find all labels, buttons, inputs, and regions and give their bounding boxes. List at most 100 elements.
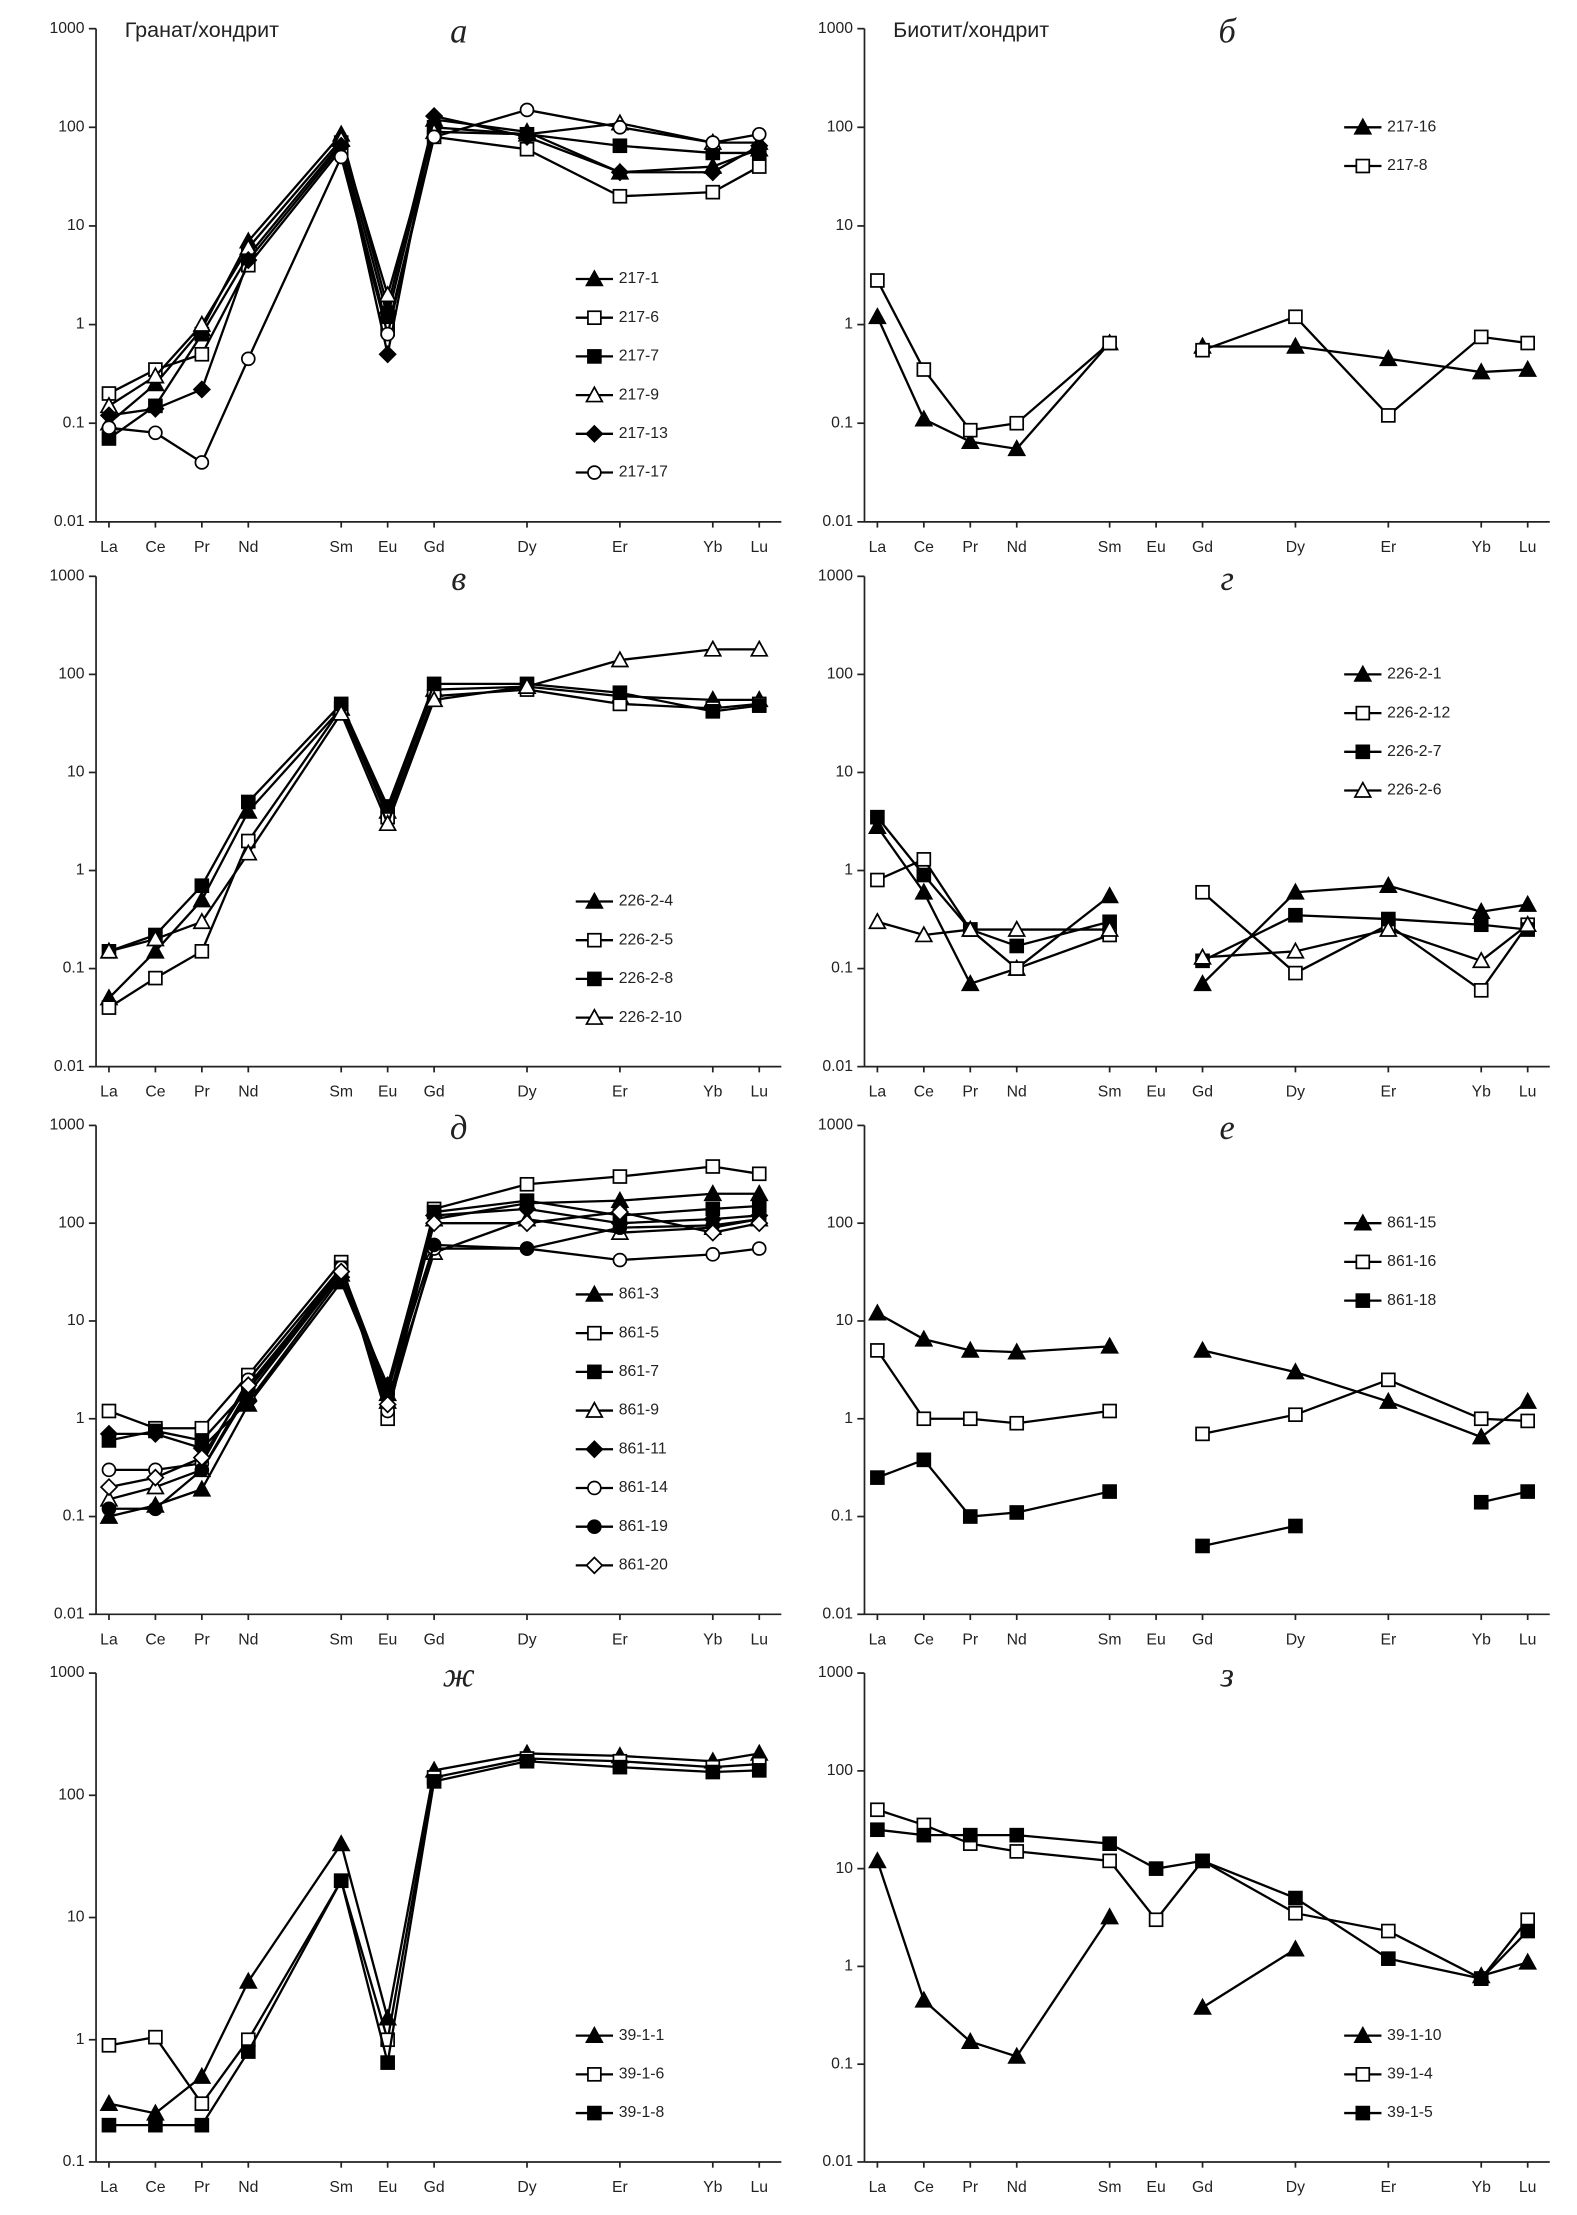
x-tick-label: Yb	[1472, 2179, 1492, 2196]
marker	[1355, 2105, 1371, 2121]
marker	[192, 314, 212, 332]
x-tick-label: Eu	[1146, 1084, 1165, 1101]
legend-label: 217-6	[619, 309, 660, 326]
panel-letter: д	[450, 1109, 467, 1147]
x-tick-label: Dy	[1286, 1084, 1305, 1101]
y-tick-label: 0.1	[63, 1508, 85, 1525]
x-tick-label: Ce	[914, 1084, 934, 1101]
marker	[1288, 1518, 1303, 1534]
y-tick-label: 1	[844, 1410, 853, 1427]
x-tick-label: Sm	[1098, 539, 1122, 556]
marker	[585, 1400, 604, 1418]
marker	[99, 2093, 119, 2111]
marker	[194, 346, 210, 362]
marker	[380, 326, 395, 342]
y-tick-label: 0.01	[822, 1058, 853, 1075]
x-tick-label: Lu	[750, 1084, 768, 1101]
marker	[192, 912, 212, 930]
x-tick-label: Nd	[238, 539, 258, 556]
x-tick-label: La	[100, 539, 118, 556]
marker	[332, 1262, 351, 1281]
marker	[426, 129, 442, 145]
marker	[1473, 329, 1489, 345]
marker	[1195, 342, 1210, 358]
x-tick-label: Ce	[145, 2179, 165, 2196]
x-tick-label: Pr	[194, 539, 210, 556]
marker	[751, 159, 767, 174]
y-tick-label: 1000	[50, 1117, 85, 1134]
x-tick-label: Sm	[1098, 1631, 1122, 1648]
x-tick-label: Pr	[194, 2179, 210, 2196]
marker	[962, 1827, 978, 1843]
marker	[148, 970, 163, 986]
marker	[612, 1252, 628, 1268]
marker	[1378, 919, 1398, 937]
marker	[1193, 947, 1212, 965]
marker	[914, 925, 934, 943]
marker	[425, 106, 444, 126]
x-tick-label: Eu	[378, 1631, 397, 1648]
legend-label: 226-2-5	[619, 931, 674, 948]
marker	[1100, 919, 1119, 937]
marker	[585, 1284, 604, 1302]
x-tick-label: Eu	[378, 1084, 397, 1101]
y-tick-label: 1	[76, 316, 85, 333]
x-tick-label: Lu	[1519, 2179, 1537, 2196]
marker	[333, 1873, 349, 1889]
marker	[870, 273, 885, 288]
marker	[1378, 349, 1398, 367]
panel-label: Гранат/хондрит	[125, 18, 279, 42]
x-tick-label: Nd	[238, 1631, 258, 1648]
x-tick-label: Dy	[1286, 539, 1305, 556]
series-line	[1480, 1490, 1528, 1504]
x-tick-label: Yb	[703, 2179, 723, 2196]
marker	[612, 1220, 628, 1235]
x-tick-label: Gd	[424, 1631, 445, 1648]
x-tick-label: Sm	[329, 539, 353, 556]
marker	[960, 2031, 980, 2049]
marker	[146, 1468, 165, 1487]
marker	[1520, 1923, 1535, 1939]
marker	[870, 1343, 885, 1358]
legend-label: 861-5	[619, 1324, 660, 1341]
marker	[1353, 2025, 1373, 2043]
marker	[424, 690, 444, 708]
y-tick-label: 0.1	[831, 2055, 853, 2072]
marker	[1195, 1853, 1210, 1869]
marker	[99, 941, 119, 959]
y-tick-label: 10	[67, 1312, 85, 1329]
legend-label: 861-18	[1387, 1292, 1436, 1309]
marker	[1473, 1494, 1489, 1510]
series-line	[876, 279, 1111, 432]
marker	[750, 136, 769, 155]
marker	[240, 794, 256, 810]
marker	[1518, 915, 1538, 933]
marker	[1195, 884, 1210, 900]
y-tick-label: 0.1	[831, 414, 853, 431]
y-tick-label: 0.1	[63, 2153, 85, 2170]
legend-label: 226-2-1	[1387, 666, 1441, 683]
x-tick-label: Nd	[1007, 1631, 1027, 1648]
x-tick-label: Er	[612, 2179, 628, 2196]
legend-label: 226-2-6	[1387, 782, 1442, 799]
y-tick-label: 1000	[818, 20, 853, 37]
series-line	[876, 1860, 1111, 2058]
marker	[1009, 1505, 1025, 1520]
y-tick-label: 1000	[50, 568, 85, 585]
legend-label: 217-13	[619, 425, 668, 442]
y-tick-label: 10	[835, 217, 853, 234]
x-tick-label: Gd	[1192, 1084, 1213, 1101]
marker	[519, 1241, 535, 1256]
marker	[1102, 1403, 1117, 1419]
marker	[1102, 1484, 1117, 1499]
x-tick-label: Dy	[517, 1084, 536, 1101]
marker	[101, 1462, 117, 1478]
marker	[610, 1202, 630, 1222]
series-line	[1201, 1948, 1297, 2009]
legend-label: 226-2-12	[1387, 704, 1450, 721]
x-tick-label: Ce	[145, 539, 165, 556]
marker	[585, 1556, 604, 1575]
x-tick-label: Dy	[517, 2179, 536, 2196]
marker	[1007, 919, 1027, 937]
